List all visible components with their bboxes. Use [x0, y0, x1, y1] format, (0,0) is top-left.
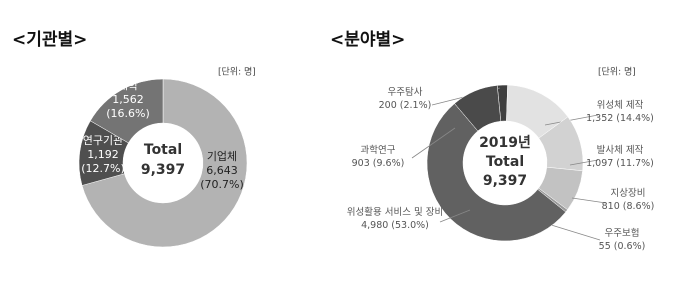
value-label: 903 — [352, 158, 370, 169]
percent-label: (12.7%) — [81, 162, 125, 175]
slice-label: 우주탐사 200 (2.1%) — [379, 86, 432, 111]
value-label: 200 — [379, 100, 397, 111]
slice-label: 연구기관 1,192 (12.7%) — [81, 134, 125, 175]
slice-label: 발사체 제작 1,097 (11.7%) — [586, 145, 654, 169]
center-label: Total — [486, 154, 524, 170]
value-label: 55 — [599, 241, 611, 252]
slice-label: 우주보험 55 (0.6%) — [599, 228, 646, 252]
slice-label: 기업체 6,643 (70.7%) — [200, 150, 244, 191]
category-label: 우주탐사 — [388, 86, 423, 98]
category-label: 기업체 — [207, 150, 237, 163]
value-label: 1,097 — [586, 158, 613, 169]
category-label: 연구기관 — [83, 134, 123, 147]
category-label: 발사체 제작 — [597, 145, 644, 156]
value-label: 810 — [602, 201, 620, 212]
percent-label: (8.6%) — [623, 201, 655, 212]
slice-label: 지상장비 810 (8.6%) — [602, 188, 655, 212]
leader-line — [569, 159, 599, 166]
slice-label: 대학 1,562 (16.6%) — [106, 79, 150, 120]
slice-label: 과학연구 903 (9.6%) — [352, 145, 405, 169]
slice-label: 위성활용 서비스 및 장비 4,980 (53.0%) — [347, 206, 443, 231]
percent-label: (53.0%) — [391, 220, 429, 231]
leader-line — [411, 127, 456, 159]
value-label: 4,980 — [361, 220, 388, 231]
category-label: 위성활용 서비스 및 장비 — [347, 206, 443, 218]
percent-label: (14.4%) — [616, 113, 654, 124]
percent-label: (16.6%) — [106, 107, 150, 120]
unit-label: [단위: 명] — [598, 67, 636, 78]
percent-label: (0.6%) — [614, 241, 646, 252]
donut-slice — [90, 78, 164, 144]
category-label: 대학 — [118, 79, 138, 92]
donut-slice — [81, 78, 248, 248]
percent-label: (9.6%) — [373, 158, 405, 169]
value-label: 1,192 — [87, 148, 119, 161]
unit-label: [단위: 명] — [218, 67, 256, 78]
percent-label: (11.7%) — [616, 158, 654, 169]
chart-title: <기관별> — [12, 30, 87, 50]
category-label: 과학연구 — [361, 145, 396, 156]
category-label: 위성체 제작 — [597, 99, 644, 111]
center-total: 9,397 — [483, 173, 527, 189]
percent-label: (2.1%) — [400, 100, 432, 111]
donut-slice — [454, 85, 502, 132]
leader-line — [571, 197, 607, 204]
value-label: 1,352 — [586, 113, 613, 124]
center-total: 9,397 — [141, 162, 185, 178]
center-label: Total — [144, 142, 182, 158]
category-label: 우주보험 — [605, 228, 640, 239]
donut-slice — [426, 103, 567, 242]
leader-line — [544, 114, 599, 126]
leader-line — [439, 209, 471, 223]
percent-label: (70.7%) — [200, 178, 244, 191]
value-label: 1,562 — [112, 93, 144, 106]
value-label: 6,643 — [206, 164, 238, 177]
center-label: 2019년 — [479, 135, 531, 151]
leader-line — [547, 223, 601, 241]
slice-label: 위성체 제작 1,352 (14.4%) — [586, 99, 654, 124]
chart-title: <분야별> — [330, 30, 405, 50]
category-label: 지상장비 — [611, 188, 646, 199]
